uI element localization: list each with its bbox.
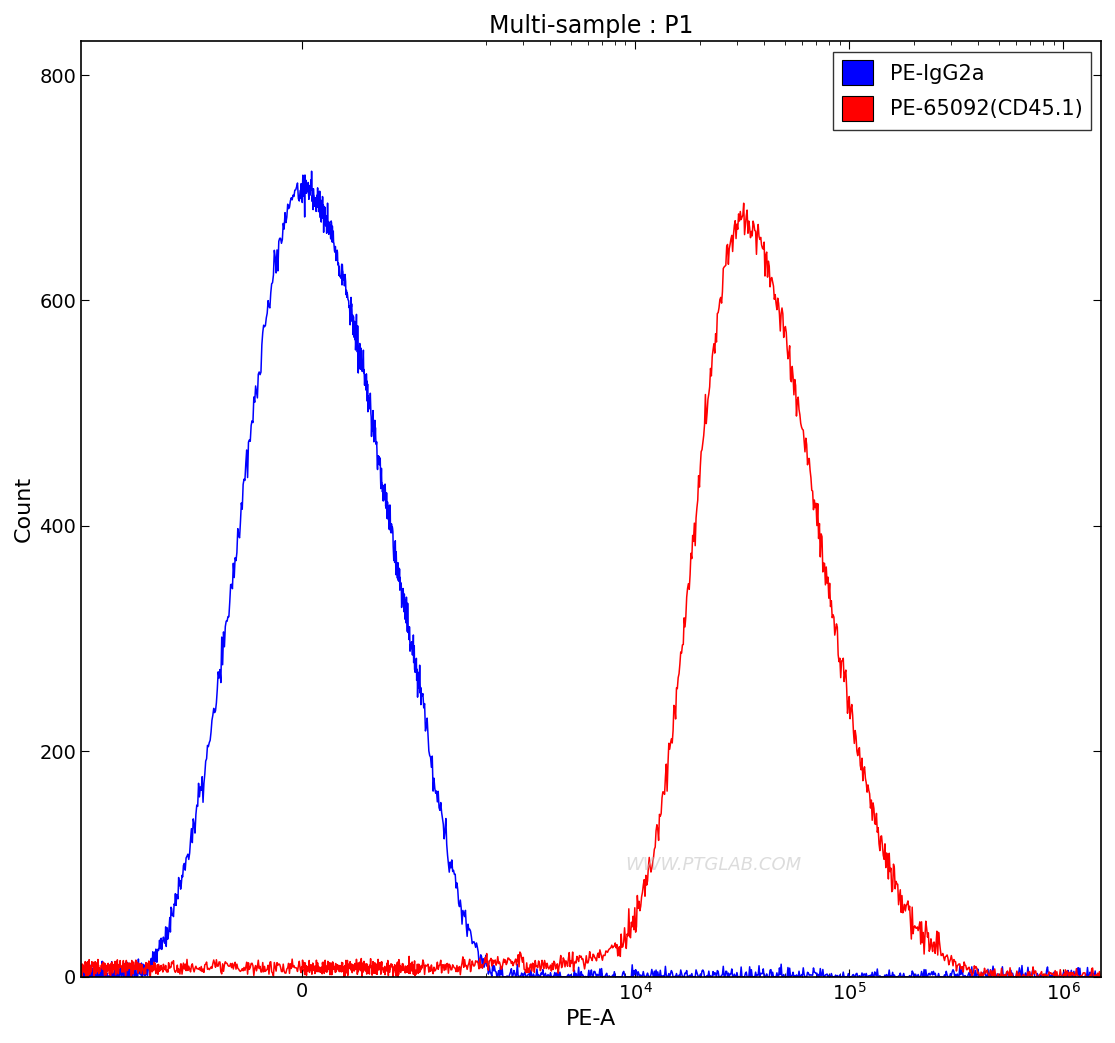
PE-65092(CD45.1) — [1095, 971, 1108, 984]
X-axis label: PE-A: PE-A — [566, 1010, 617, 1029]
PE-IgG2a — [83, 970, 96, 983]
PE-65092(CD45.1) — [75, 959, 88, 971]
PE-IgG2a — [392, 563, 406, 576]
PE-IgG2a — [304, 165, 318, 177]
PE-65092(CD45.1) — [737, 197, 750, 210]
PE-65092(CD45.1) — [194, 961, 207, 973]
PE-IgG2a — [75, 971, 88, 984]
Title: Multi-sample : P1: Multi-sample : P1 — [489, 14, 694, 38]
PE-65092(CD45.1) — [1008, 971, 1021, 984]
Line: PE-IgG2a: PE-IgG2a — [81, 171, 1102, 977]
PE-IgG2a — [75, 965, 88, 977]
PE-65092(CD45.1) — [672, 668, 686, 680]
PE-65092(CD45.1) — [391, 968, 405, 980]
PE-IgG2a — [1095, 971, 1108, 984]
PE-IgG2a — [673, 971, 687, 984]
Legend: PE-IgG2a, PE-65092(CD45.1): PE-IgG2a, PE-65092(CD45.1) — [833, 52, 1090, 129]
PE-65092(CD45.1) — [83, 966, 96, 978]
Y-axis label: Count: Count — [13, 476, 33, 542]
PE-IgG2a — [432, 785, 445, 798]
PE-IgG2a — [194, 784, 207, 797]
PE-IgG2a — [1008, 971, 1021, 984]
Line: PE-65092(CD45.1): PE-65092(CD45.1) — [81, 203, 1102, 977]
PE-65092(CD45.1) — [75, 971, 88, 984]
Text: WWW.PTGLAB.COM: WWW.PTGLAB.COM — [626, 855, 802, 874]
PE-65092(CD45.1) — [430, 956, 444, 969]
